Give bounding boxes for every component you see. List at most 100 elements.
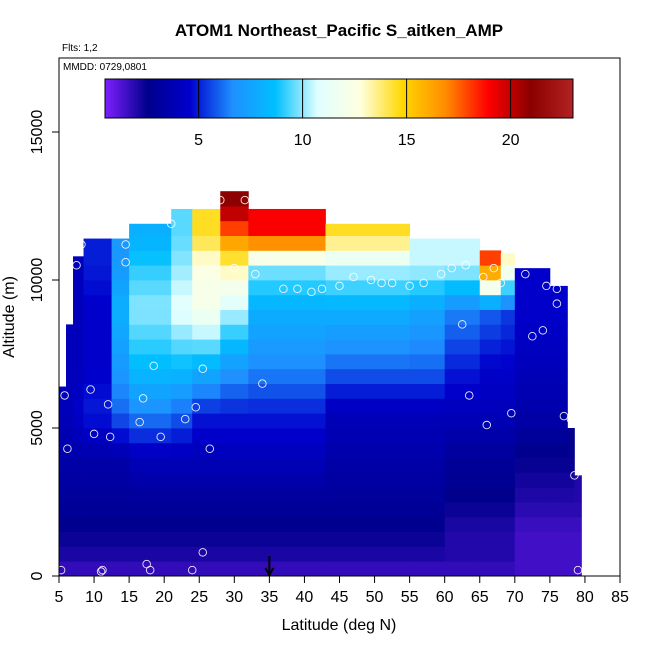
heatmap-cell [83, 472, 112, 488]
heatmap-cell [220, 428, 249, 444]
heatmap-cell [248, 265, 326, 281]
heatmap-cell [574, 531, 582, 547]
heatmap-cell [171, 398, 193, 414]
heatmap-cell [111, 457, 130, 473]
heatmap-cell [325, 294, 411, 310]
heatmap-cell [83, 294, 112, 310]
heatmap-cell [83, 457, 112, 473]
marker-arrow-head [264, 567, 275, 578]
heatmap-cell [514, 457, 551, 473]
heatmap-cell [220, 294, 249, 310]
heatmap-cell [192, 383, 221, 399]
heatmap-cell [73, 472, 84, 488]
heatmap-cell [171, 428, 193, 444]
heatmap-cell [514, 442, 551, 458]
heatmap-cell [325, 368, 411, 384]
heatmap-cell [325, 324, 411, 340]
data-point [230, 263, 239, 273]
heatmap-cell [409, 457, 446, 473]
heatmap-cell [73, 561, 84, 577]
heatmap-cell [171, 457, 193, 473]
y-tick-label: 0 [29, 571, 46, 580]
heatmap-cell [549, 294, 568, 310]
heatmap-cell [248, 324, 326, 340]
heatmap-cell [129, 280, 172, 296]
heatmap-cell [248, 516, 326, 532]
heatmap-cell [514, 309, 551, 325]
latitude-marker-arrow [264, 556, 275, 578]
heatmap-cell [220, 472, 249, 488]
heatmap-cell [479, 561, 502, 577]
heatmap-cell [514, 546, 551, 562]
colorbar-tick-label: 5 [194, 132, 203, 149]
heatmap-cell [409, 472, 446, 488]
heatmap-cell [444, 516, 481, 532]
heatmap-cell [171, 516, 193, 532]
heatmap-cell [129, 561, 172, 577]
heatmap-cell [479, 457, 502, 473]
heatmap-cell [220, 442, 249, 458]
colorbar-tick-label: 15 [398, 132, 416, 149]
heatmap-cell [444, 250, 481, 266]
heatmap-cell [59, 561, 67, 577]
heatmap-cell [325, 561, 411, 577]
heatmap-cell [409, 531, 446, 547]
heatmap-cell [83, 383, 112, 399]
heatmap-cell [514, 383, 551, 399]
heatmap-cell [83, 442, 112, 458]
heatmap-cell [83, 516, 112, 532]
heatmap-cell [192, 413, 221, 429]
heatmap-cell [73, 256, 84, 266]
heatmap-cell [248, 294, 326, 310]
heatmap-cell [66, 457, 74, 473]
heatmap-cell [83, 487, 112, 503]
x-tick-label: 75 [541, 589, 559, 606]
data-point [317, 284, 327, 294]
heatmap-cell [73, 354, 84, 370]
heatmap-cell [111, 324, 130, 340]
data-point [145, 565, 155, 575]
heatmap-cell [171, 339, 193, 355]
heatmap-cell [129, 294, 172, 310]
heatmap-cell [111, 531, 130, 547]
heatmap-cell [500, 502, 516, 518]
heatmap-cell [444, 280, 481, 296]
heatmap-cell [409, 561, 446, 577]
heatmap-cell [479, 354, 502, 370]
data-point [251, 269, 260, 279]
heatmap-cell [111, 472, 130, 488]
data-point [96, 567, 106, 576]
x-tick-label: 10 [85, 589, 103, 606]
data-point [135, 417, 144, 427]
heatmap-cell [111, 265, 130, 281]
heatmap-cell [83, 250, 112, 266]
heatmap-cell [129, 502, 172, 518]
heatmap-cell [111, 250, 130, 266]
heatmap-cell [220, 487, 249, 503]
heatmap-cell [111, 354, 130, 370]
heatmap-cell [66, 531, 74, 547]
data-point [552, 284, 562, 294]
heatmap-cell [59, 442, 67, 458]
heatmap-cell [325, 428, 411, 444]
heatmap-cell [500, 265, 516, 281]
heatmap-cell [111, 428, 130, 444]
heatmap-cell [220, 324, 249, 340]
heatmap-cell [549, 546, 568, 562]
heatmap-cell [220, 516, 249, 532]
heatmap-cell [129, 250, 172, 266]
heatmap-cell [192, 324, 221, 340]
colorbar: 5 10 15 20 [104, 78, 574, 149]
heatmap-cell [325, 442, 411, 458]
heatmap-cell [549, 487, 568, 503]
heatmap-cell [171, 472, 193, 488]
heatmap-cell [129, 235, 172, 251]
data-point [205, 444, 215, 453]
heatmap-cell [479, 250, 502, 266]
data-point [482, 420, 492, 430]
heatmap-cell [409, 487, 446, 503]
data-point [105, 432, 115, 442]
heatmap-cell [325, 250, 411, 266]
heatmap-cell [171, 265, 193, 281]
